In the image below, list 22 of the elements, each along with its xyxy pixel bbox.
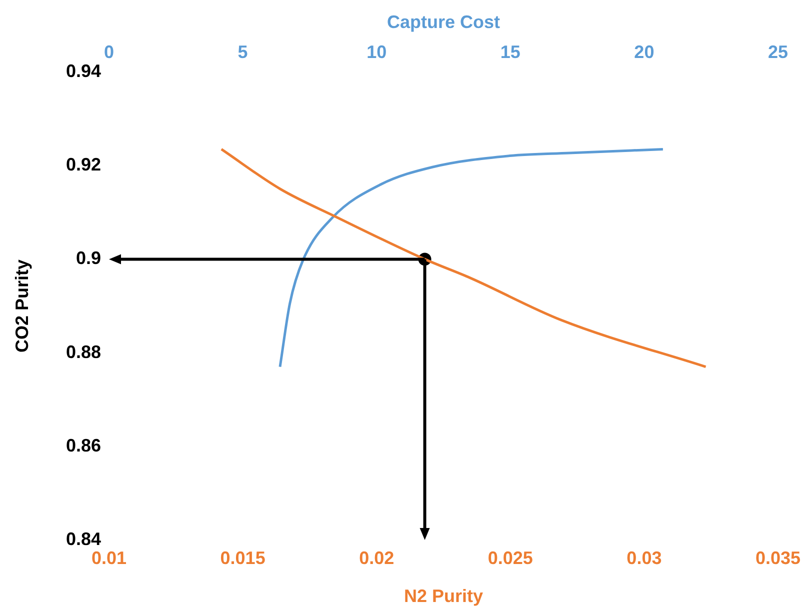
x2-tick-label: 20 [634, 42, 654, 62]
x-axis-title: N2 Purity [404, 586, 484, 606]
x-tick-label: 0.035 [755, 548, 801, 568]
y-tick-label: 0.9 [76, 248, 101, 268]
x-tick-label: 0.02 [359, 548, 394, 568]
x-tick-label: 0.025 [488, 548, 533, 568]
x-tick-label: 0.01 [91, 548, 127, 568]
x2-tick-label: 15 [500, 42, 520, 62]
line-series [220, 148, 707, 368]
y-axis-title: CO2 Purity [12, 259, 32, 353]
y-tick-label: 0.86 [66, 435, 101, 456]
x2-tick-label: 10 [366, 42, 387, 62]
x2-tick-label: 25 [768, 42, 788, 62]
y-tick-label: 0.84 [66, 528, 101, 549]
x2-tick-label: 5 [238, 42, 248, 62]
y-tick-label: 0.88 [66, 342, 101, 362]
x2-tick-label: 0 [104, 42, 114, 62]
y-tick-label: 0.94 [66, 60, 101, 81]
y-tick-label: 0.92 [66, 154, 101, 175]
x2-axis-title: Capture Cost [386, 12, 500, 32]
x-tick-label: 0.015 [220, 548, 266, 568]
x-tick-label: 0.03 [626, 548, 662, 568]
